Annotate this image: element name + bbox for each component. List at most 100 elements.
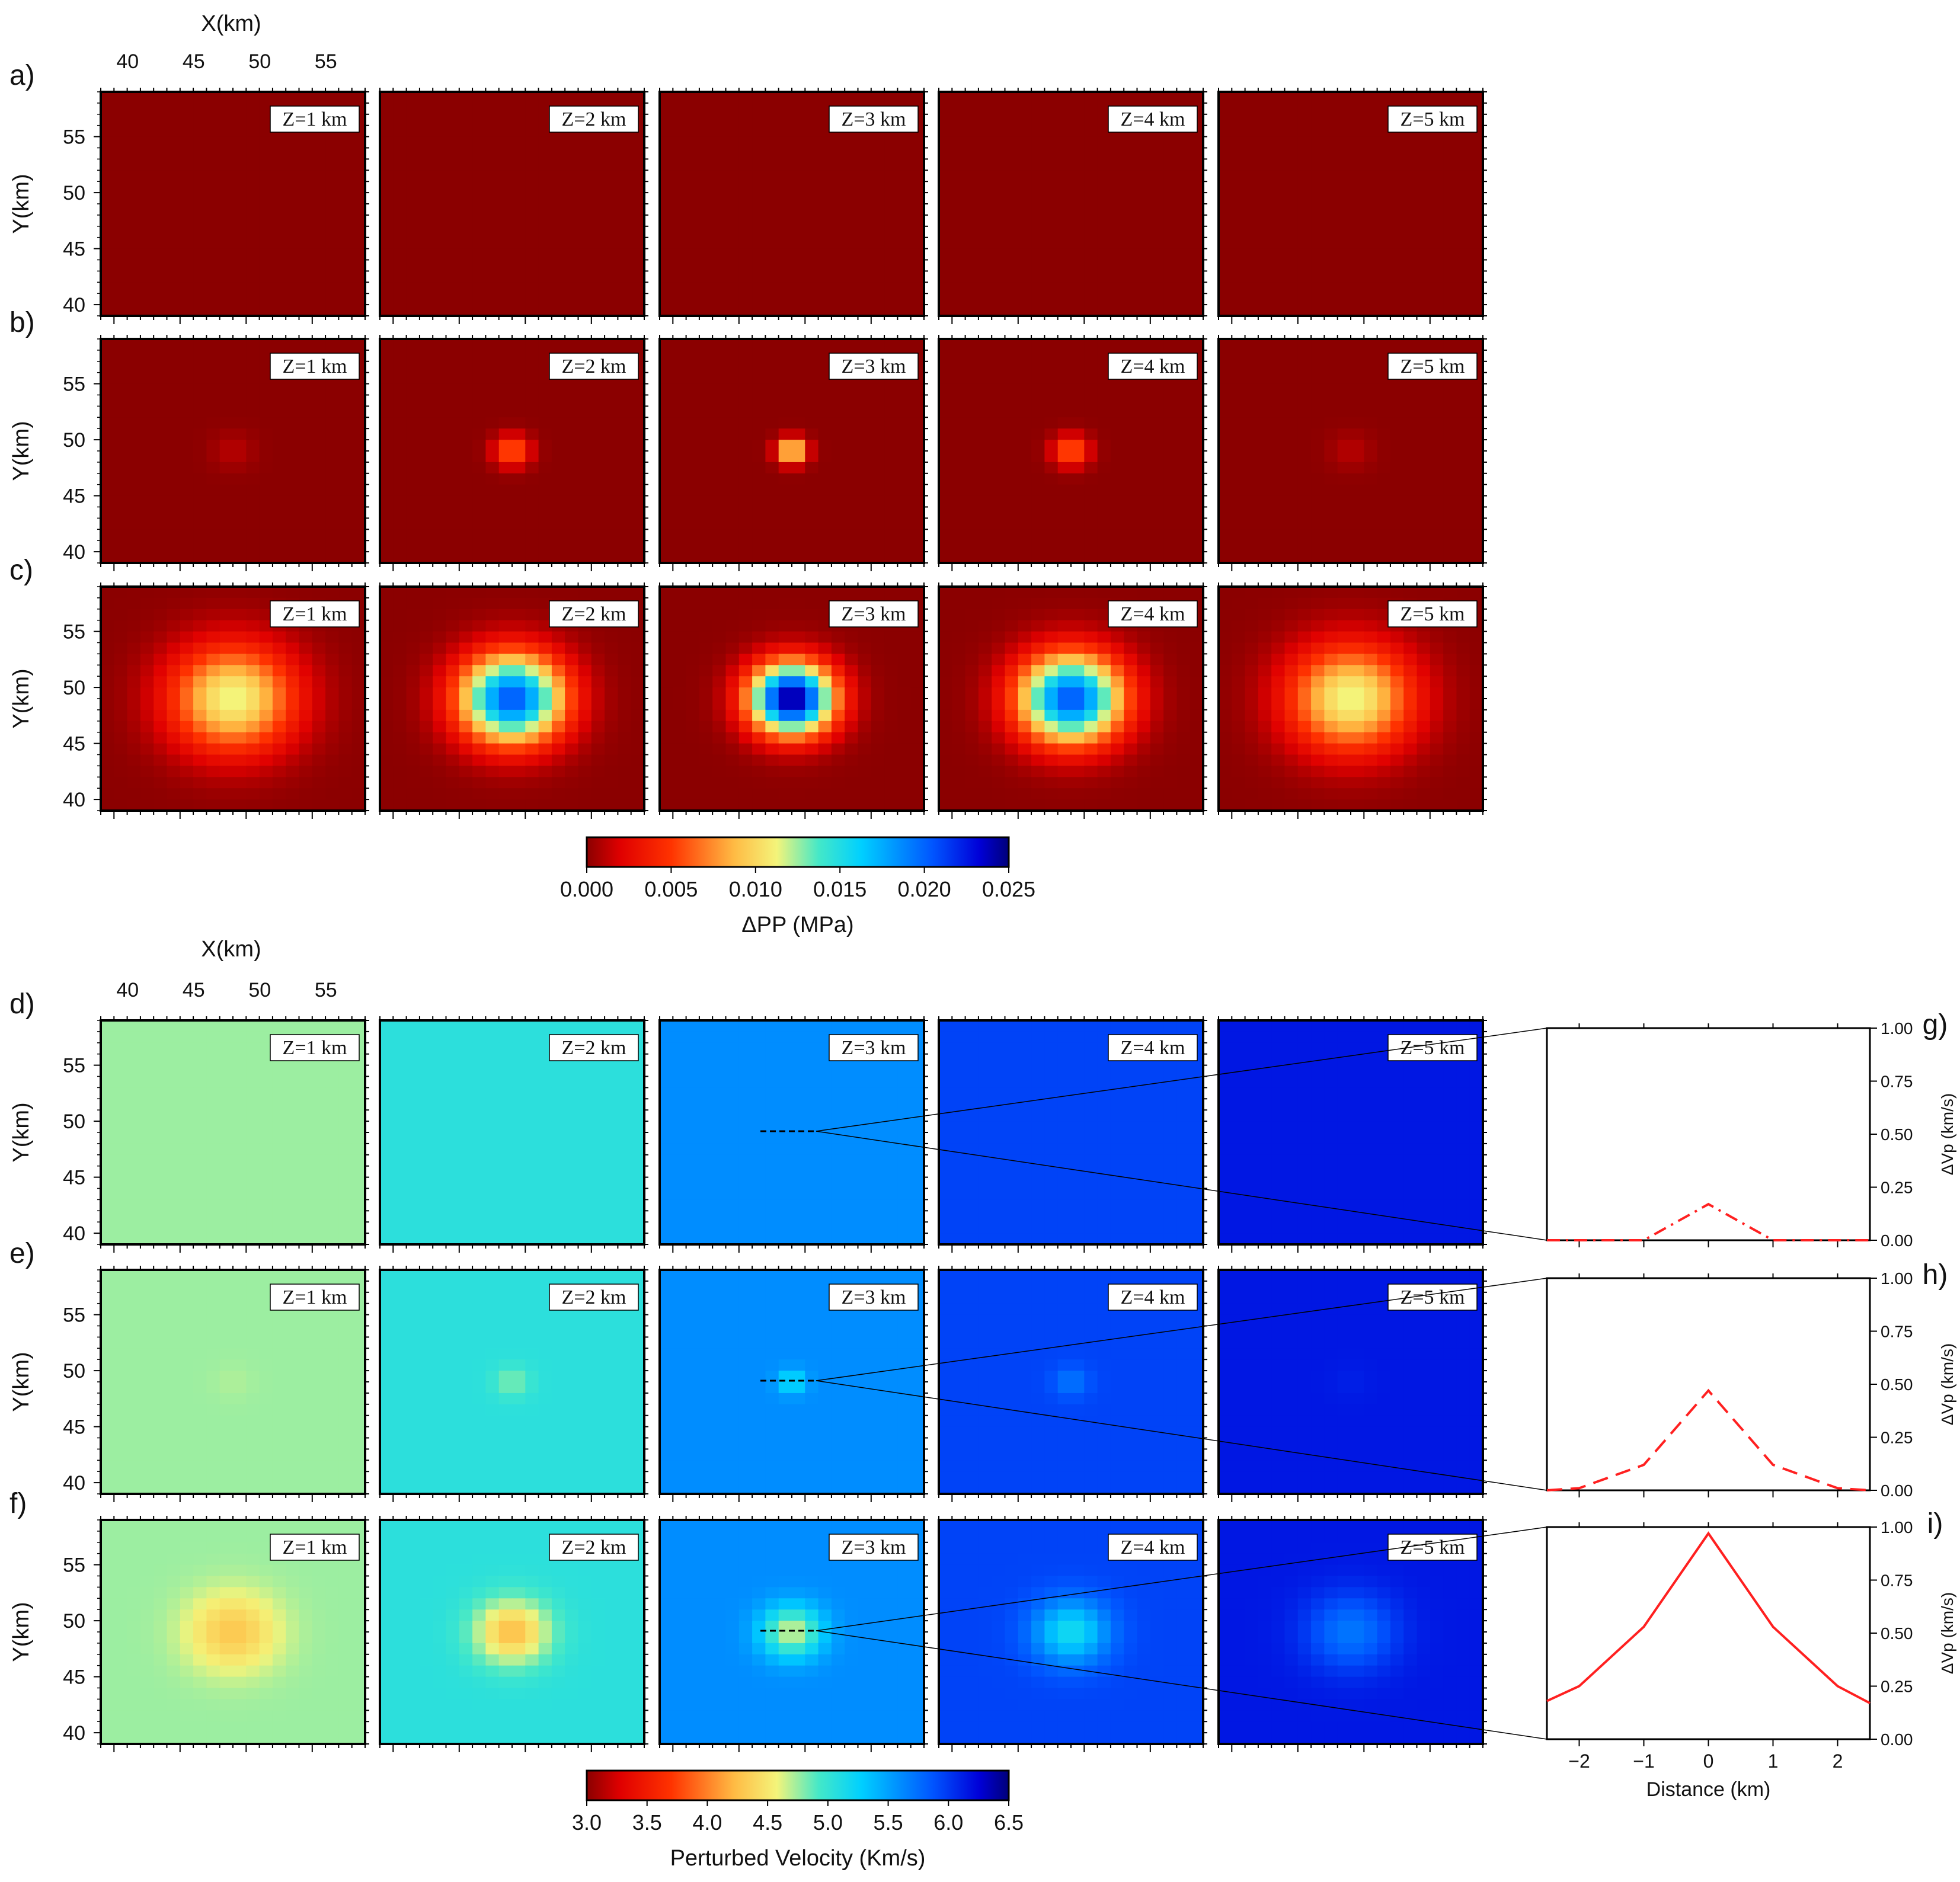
heatmap-cell	[272, 642, 286, 654]
heatmap-cell	[858, 226, 872, 238]
heatmap-cell	[1469, 305, 1483, 316]
heatmap-cell	[699, 350, 713, 362]
heatmap-cell	[233, 181, 247, 193]
heatmap-cell	[167, 529, 181, 541]
heatmap-cell	[299, 788, 313, 800]
heatmap-cell	[259, 473, 273, 485]
heatmap-cell	[459, 540, 473, 552]
heatmap-cell	[818, 215, 832, 227]
heatmap-cell	[792, 148, 805, 159]
heatmap-cell	[1071, 518, 1085, 530]
heatmap-cell	[1219, 271, 1232, 283]
heatmap-cell	[446, 136, 460, 149]
heatmap-cell	[233, 148, 247, 159]
heatmap-cell	[1351, 350, 1364, 362]
heatmap-cell	[538, 248, 552, 261]
heatmap-cell	[738, 395, 753, 407]
heatmap-cell	[259, 406, 273, 418]
heatmap-cell	[485, 552, 500, 564]
heatmap-cell	[233, 777, 247, 789]
heatmap-cell	[498, 339, 513, 351]
heatmap-cell	[1031, 125, 1045, 137]
heatmap-cell	[406, 428, 420, 440]
heatmap-cell	[312, 654, 326, 665]
heatmap-cell	[351, 754, 366, 766]
heatmap-cell	[1124, 383, 1138, 396]
heatmap-cell	[140, 507, 154, 518]
heatmap-cell	[686, 293, 700, 305]
heatmap-cell	[1137, 440, 1151, 452]
heatmap-cell	[419, 665, 433, 677]
heatmap-cell	[525, 609, 539, 621]
heatmap-cell	[1245, 540, 1259, 552]
heatmap-cell	[446, 237, 460, 249]
heatmap-cell	[180, 170, 194, 182]
heatmap-cell	[1456, 305, 1470, 316]
heatmap-cell	[778, 293, 792, 305]
heatmap-cell	[578, 395, 592, 407]
heatmap-cell	[939, 305, 952, 316]
heatmap-cell	[1417, 181, 1431, 193]
heatmap-cell	[591, 766, 605, 777]
heatmap-cell	[433, 777, 447, 789]
heatmap-cell	[752, 215, 766, 227]
heatmap-cell	[1443, 417, 1457, 429]
heatmap-cell	[618, 518, 632, 530]
heatmap-cell	[858, 136, 872, 149]
heatmap-cell	[1337, 428, 1351, 440]
heatmap-cell	[193, 462, 207, 474]
heatmap-cell	[831, 271, 845, 283]
heatmap-cell	[272, 473, 286, 485]
heatmap-cell	[738, 428, 753, 440]
heatmap-cell	[618, 631, 632, 644]
heatmap-cell	[1377, 495, 1391, 508]
heatmap-cell	[325, 271, 339, 283]
heatmap-cell	[312, 305, 326, 316]
heatmap-cell	[351, 462, 366, 474]
heatmap-cell	[140, 282, 154, 294]
heatmap-cell	[1456, 215, 1470, 227]
heatmap-cell	[939, 350, 952, 362]
heatmap-cell	[1150, 293, 1164, 305]
heatmap-cell	[1232, 350, 1246, 362]
heatmap-cell	[712, 350, 727, 362]
heatmap-cell	[393, 699, 407, 710]
heatmap-cell	[127, 552, 141, 564]
heatmap-cell	[1337, 114, 1351, 126]
heatmap-cell	[538, 339, 552, 351]
heatmap-cell	[206, 282, 220, 294]
heatmap-cell	[1124, 148, 1138, 159]
heatmap-cell	[380, 529, 394, 541]
heatmap-cell	[1311, 226, 1325, 238]
heatmap-cell	[406, 788, 420, 800]
heatmap-cell	[498, 125, 513, 137]
heatmap-cell	[578, 687, 592, 699]
heatmap-cell	[673, 609, 687, 621]
heatmap-cell	[472, 372, 486, 385]
heatmap-cell	[1377, 136, 1391, 149]
heatmap-cell	[1271, 260, 1286, 271]
heatmap-cell	[380, 799, 394, 811]
heatmap-cell	[1031, 350, 1045, 362]
heatmap-cell	[897, 587, 912, 598]
heatmap-cell	[591, 181, 605, 193]
heatmap-cell	[1430, 428, 1444, 440]
heatmap-cell	[752, 204, 766, 216]
heatmap-cell	[1377, 473, 1391, 485]
heatmap-cell	[351, 204, 366, 216]
heatmap-cell	[512, 676, 526, 688]
heatmap-cell	[1245, 293, 1259, 305]
heatmap-cell	[1057, 226, 1072, 238]
heatmap-cell	[433, 159, 447, 171]
heatmap-cell	[631, 687, 645, 699]
heatmap-cell	[910, 540, 925, 552]
heatmap-cell	[351, 260, 366, 271]
heatmap-cell	[101, 383, 114, 396]
heatmap-cell	[538, 395, 552, 407]
heatmap-cell	[778, 305, 792, 316]
heatmap-cell	[1337, 148, 1351, 159]
heatmap-cell	[699, 136, 713, 149]
heatmap-cell	[858, 540, 872, 552]
heatmap-cell	[778, 484, 792, 497]
heatmap-cell	[538, 103, 552, 115]
